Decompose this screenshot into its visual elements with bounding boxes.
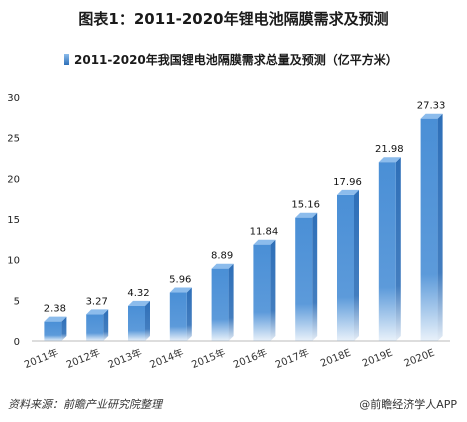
x-tick-label: 2016年 (231, 346, 269, 371)
bar (420, 113, 443, 341)
value-label: 2.38 (44, 304, 66, 315)
bar (169, 287, 192, 341)
bar-front (128, 305, 145, 341)
bar-side (228, 263, 234, 341)
value-label: 3.27 (86, 296, 108, 307)
bar-front (420, 118, 438, 341)
x-tick-label: 2014年 (148, 346, 186, 371)
bar (211, 263, 234, 341)
bar-front (253, 244, 271, 341)
bar-top (211, 263, 234, 269)
bar-front (378, 162, 396, 341)
value-label: 8.89 (211, 251, 233, 262)
x-tick-label: 2018E (319, 348, 353, 370)
bar-front (337, 194, 354, 341)
bar (295, 212, 318, 341)
bar-top (295, 212, 318, 218)
value-label: 5.96 (169, 275, 191, 286)
x-tick-label: 2015年 (189, 346, 227, 371)
y-tick-label: 10 (7, 256, 20, 267)
y-tick-label: 30 (7, 93, 20, 104)
x-tick-label: 2011年 (22, 346, 60, 371)
bar-top (128, 300, 150, 306)
bar-front (86, 314, 104, 341)
bar-side (437, 113, 443, 341)
bar-side (103, 309, 109, 341)
bar-front (44, 321, 62, 341)
x-tick-label: 2020E (403, 348, 437, 370)
x-tick-label: 2013年 (106, 346, 144, 371)
bar (378, 157, 401, 341)
bar-top (169, 287, 192, 293)
value-label: 27.33 (417, 101, 446, 112)
y-tick-label: 15 (7, 215, 20, 226)
y-tick-label: 25 (7, 134, 20, 145)
bar-front (211, 268, 229, 341)
bar-front (295, 217, 313, 341)
x-tick-label: 2019E (361, 348, 395, 370)
y-tick-label: 20 (7, 174, 20, 185)
bar-side (186, 287, 192, 341)
value-label: 4.32 (127, 288, 149, 299)
bar-side (395, 157, 401, 341)
bar (128, 300, 150, 341)
bar-side (270, 239, 276, 341)
bar-front (169, 292, 187, 341)
y-tick-label: 5 (14, 296, 20, 307)
bar-top (337, 189, 359, 195)
value-label: 11.84 (250, 227, 279, 238)
bar-side (145, 300, 150, 341)
bar-side (312, 212, 318, 341)
bar-top (253, 239, 276, 245)
bar-top (378, 157, 401, 163)
bar-top (420, 113, 443, 119)
chart-title: 图表1：2011-2020年锂电池隔膜需求及预测 (78, 10, 389, 28)
value-label: 21.98 (375, 144, 404, 155)
x-tick-label: 2012年 (64, 346, 102, 371)
bar-side (61, 316, 67, 341)
bar-side (354, 189, 359, 341)
bar (44, 316, 67, 341)
bar-top (86, 309, 109, 315)
bar (86, 309, 109, 341)
bar (253, 239, 276, 341)
legend-label: 2011-2020年我国锂电池隔膜需求总量及预测（亿平方米） (74, 52, 398, 67)
brand-note: @前瞻经济学人APP (359, 398, 457, 411)
value-label: 17.96 (333, 177, 362, 188)
bar-top (44, 316, 67, 322)
source-note: 资料来源：前瞻产业研究院整理 (8, 398, 162, 411)
x-tick-label: 2017年 (273, 346, 311, 371)
value-label: 15.16 (291, 200, 320, 211)
legend-swatch (64, 54, 69, 65)
bar (337, 189, 359, 341)
y-tick-label: 0 (14, 337, 20, 348)
